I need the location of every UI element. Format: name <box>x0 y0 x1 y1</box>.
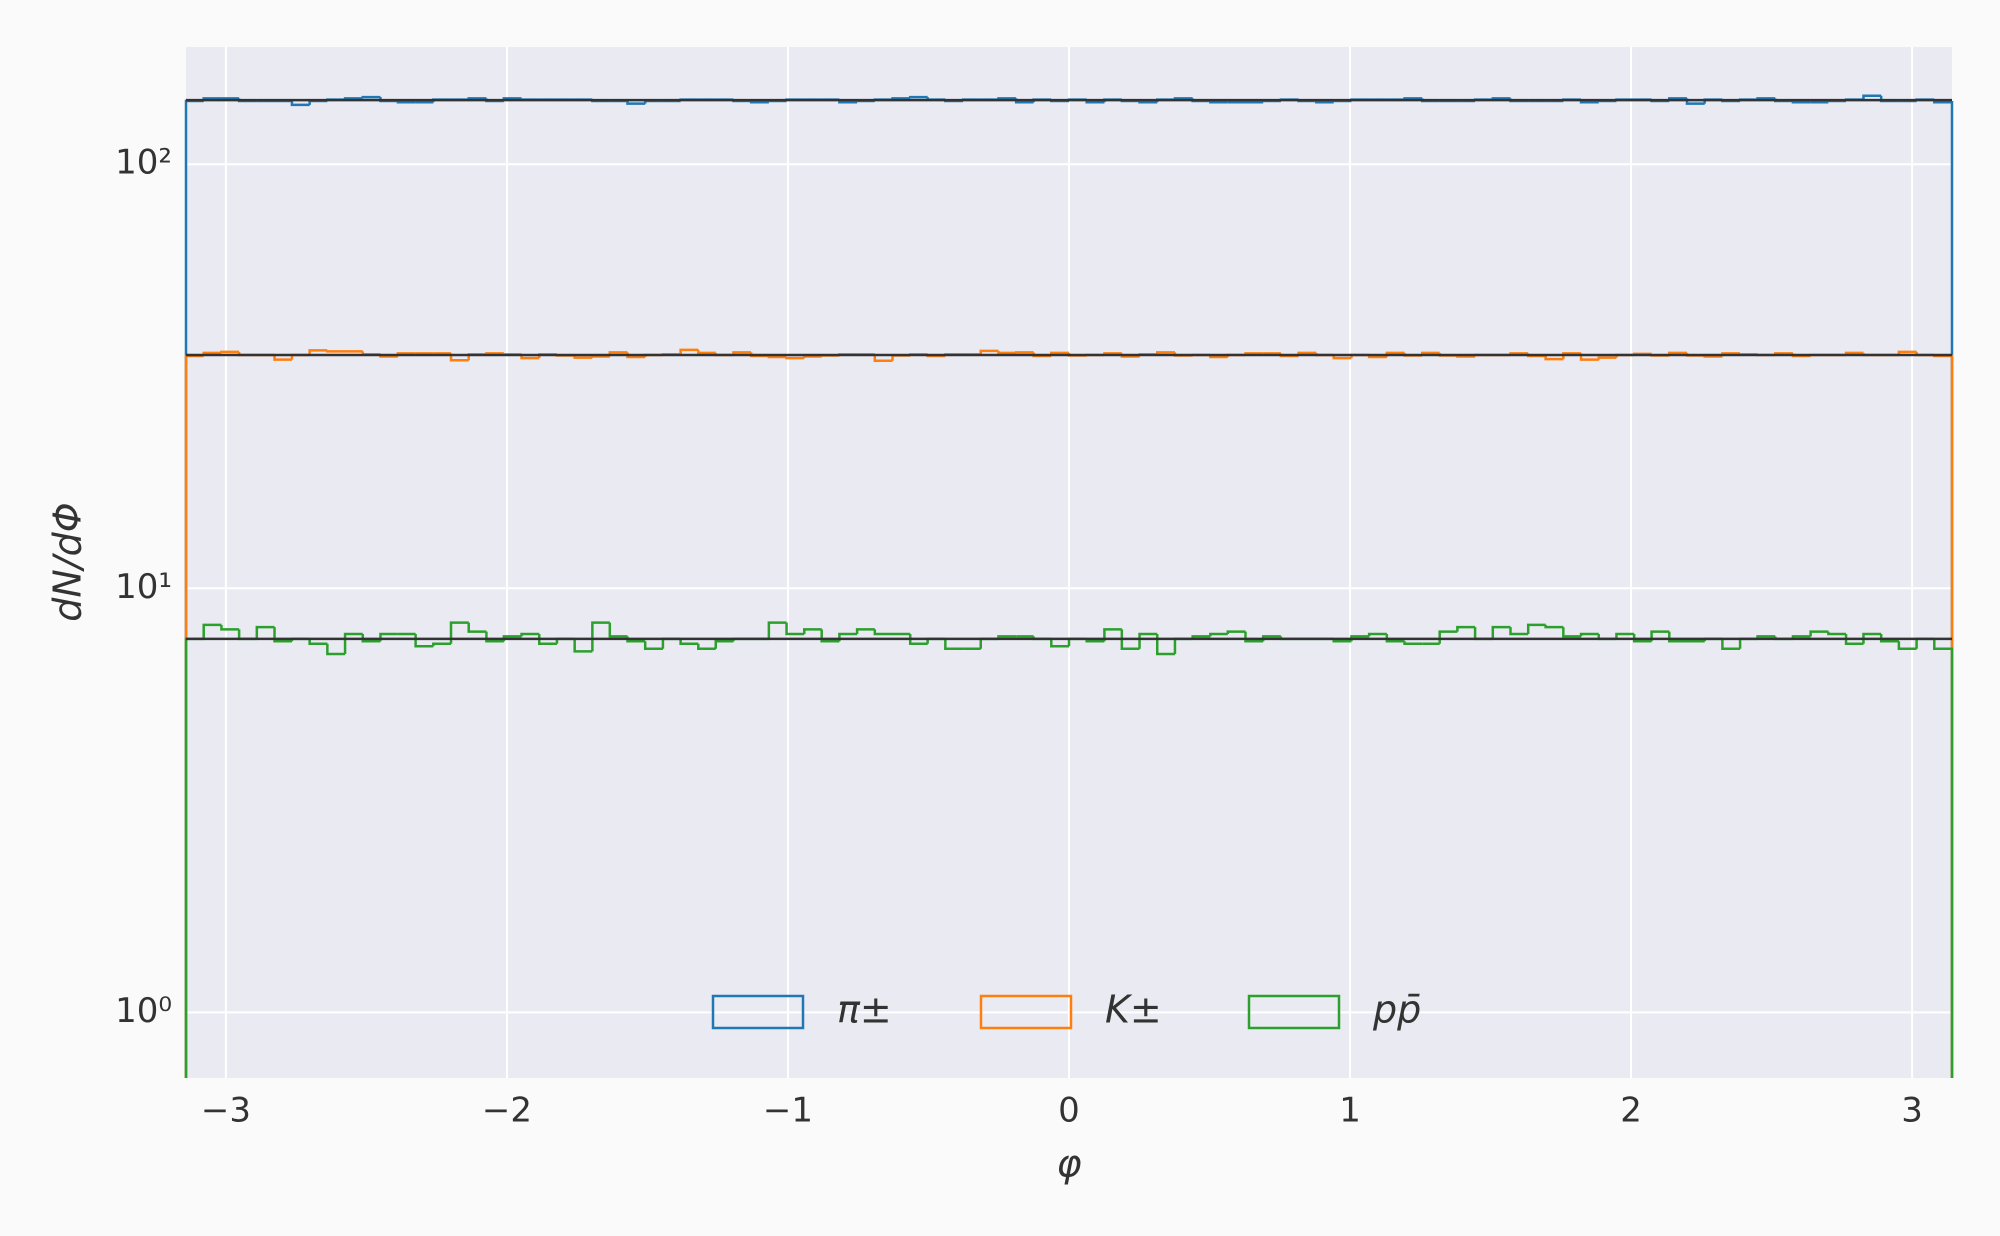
histogram-step <box>1668 631 1687 643</box>
histogram-step <box>361 95 381 99</box>
histogram-step <box>467 622 487 633</box>
histogram-step <box>255 625 275 639</box>
histogram-step <box>785 622 805 636</box>
histogram-step <box>591 355 610 358</box>
histogram-step <box>679 638 699 645</box>
histogram-step <box>308 349 328 355</box>
histogram-step <box>1155 634 1175 656</box>
y-axis-label: dN/dΦ <box>46 502 90 621</box>
histogram-step <box>626 100 646 105</box>
histogram-step <box>449 621 469 644</box>
histogram-step <box>1209 632 1228 637</box>
histogram-step <box>1014 351 1034 354</box>
x-tick-label: −1 <box>763 1091 813 1131</box>
histogram-step <box>1597 356 1617 360</box>
histogram-step <box>1862 632 1882 644</box>
histogram-step <box>1933 638 1954 1078</box>
histogram-step <box>1050 638 1069 648</box>
histogram-step <box>944 638 964 651</box>
histogram-step <box>643 641 663 651</box>
histogram-step <box>1120 629 1140 651</box>
histogram-step <box>1544 624 1564 629</box>
x-axis-label: φ <box>1056 1142 1081 1186</box>
x-tick-label: −3 <box>201 1091 251 1131</box>
histogram-step <box>1562 352 1582 360</box>
histogram-step <box>343 632 363 654</box>
histogram-step <box>1385 634 1405 643</box>
y-tick-label: 10⁰ <box>115 991 172 1031</box>
histogram-step <box>1103 628 1122 642</box>
y-tick-label: 10² <box>115 143 172 183</box>
legend-label: pp̄ <box>1372 988 1421 1032</box>
histogram-step <box>714 640 734 649</box>
histogram-step <box>908 634 928 645</box>
histogram-step <box>1456 625 1476 632</box>
histogram-step <box>873 629 893 636</box>
histogram-step <box>908 95 928 99</box>
histogram-step <box>520 632 540 637</box>
histogram-step <box>697 643 716 651</box>
x-tick-label: 3 <box>1901 1091 1923 1131</box>
histogram-step <box>361 634 381 643</box>
histogram-step <box>803 628 822 635</box>
histogram-step <box>608 622 628 638</box>
histogram-step <box>679 348 699 355</box>
x-tick-label: 1 <box>1339 1091 1361 1131</box>
histogram-step <box>326 643 346 656</box>
histogram-step <box>273 354 292 361</box>
histogram-step <box>820 629 840 643</box>
histogram-step <box>1632 634 1652 643</box>
legend-handle <box>1247 994 1341 1030</box>
histogram-step <box>1827 631 1847 636</box>
histogram-step <box>997 350 1017 355</box>
histogram-step <box>1615 632 1635 639</box>
histogram-step <box>767 355 787 359</box>
histogram-step <box>273 627 292 643</box>
histogram-step <box>1367 632 1387 637</box>
histogram-step <box>1721 638 1741 651</box>
histogram-step <box>290 100 310 107</box>
histogram-step <box>1244 631 1264 643</box>
histogram-step <box>538 634 557 645</box>
histogram-step <box>767 621 787 639</box>
histogram-step <box>202 623 222 639</box>
histogram-step <box>1879 634 1899 643</box>
histogram-step <box>1844 634 1864 645</box>
histogram-step <box>1138 632 1158 649</box>
histogram-step <box>1526 623 1546 635</box>
histogram-step <box>432 642 452 647</box>
histogram-step <box>979 349 999 355</box>
x-tick-label: 2 <box>1620 1091 1642 1131</box>
histogram-step <box>1562 627 1582 638</box>
histogram-step <box>1509 627 1529 636</box>
legend-label: π± <box>837 988 892 1032</box>
histogram-step <box>1226 630 1246 635</box>
x-tick-label: 0 <box>1058 1091 1080 1131</box>
histogram-step <box>873 354 893 362</box>
histogram-step <box>220 350 240 354</box>
x-tick-label: −2 <box>482 1091 532 1131</box>
histogram-step <box>1897 641 1917 651</box>
histogram-step <box>1862 94 1882 100</box>
histogram-step <box>1544 355 1564 361</box>
histogram-step <box>1491 625 1511 639</box>
histogram-step <box>803 355 822 359</box>
histogram-step <box>220 624 240 631</box>
y-tick-label: 10¹ <box>115 567 172 607</box>
histogram-step <box>1403 641 1423 645</box>
histogram-step <box>785 356 805 360</box>
histogram-step <box>697 349 716 355</box>
histogram-step <box>1579 632 1599 637</box>
legend-label: K± <box>1105 988 1162 1032</box>
legend-handle <box>711 994 805 1030</box>
histogram-step <box>485 631 504 643</box>
histogram-step <box>573 638 593 653</box>
histogram-step <box>1809 630 1829 637</box>
histogram-step <box>855 628 875 635</box>
histogram-step <box>591 621 610 652</box>
histogram-step <box>326 350 346 353</box>
legend-handle <box>979 994 1073 1030</box>
histogram-step <box>308 638 328 645</box>
